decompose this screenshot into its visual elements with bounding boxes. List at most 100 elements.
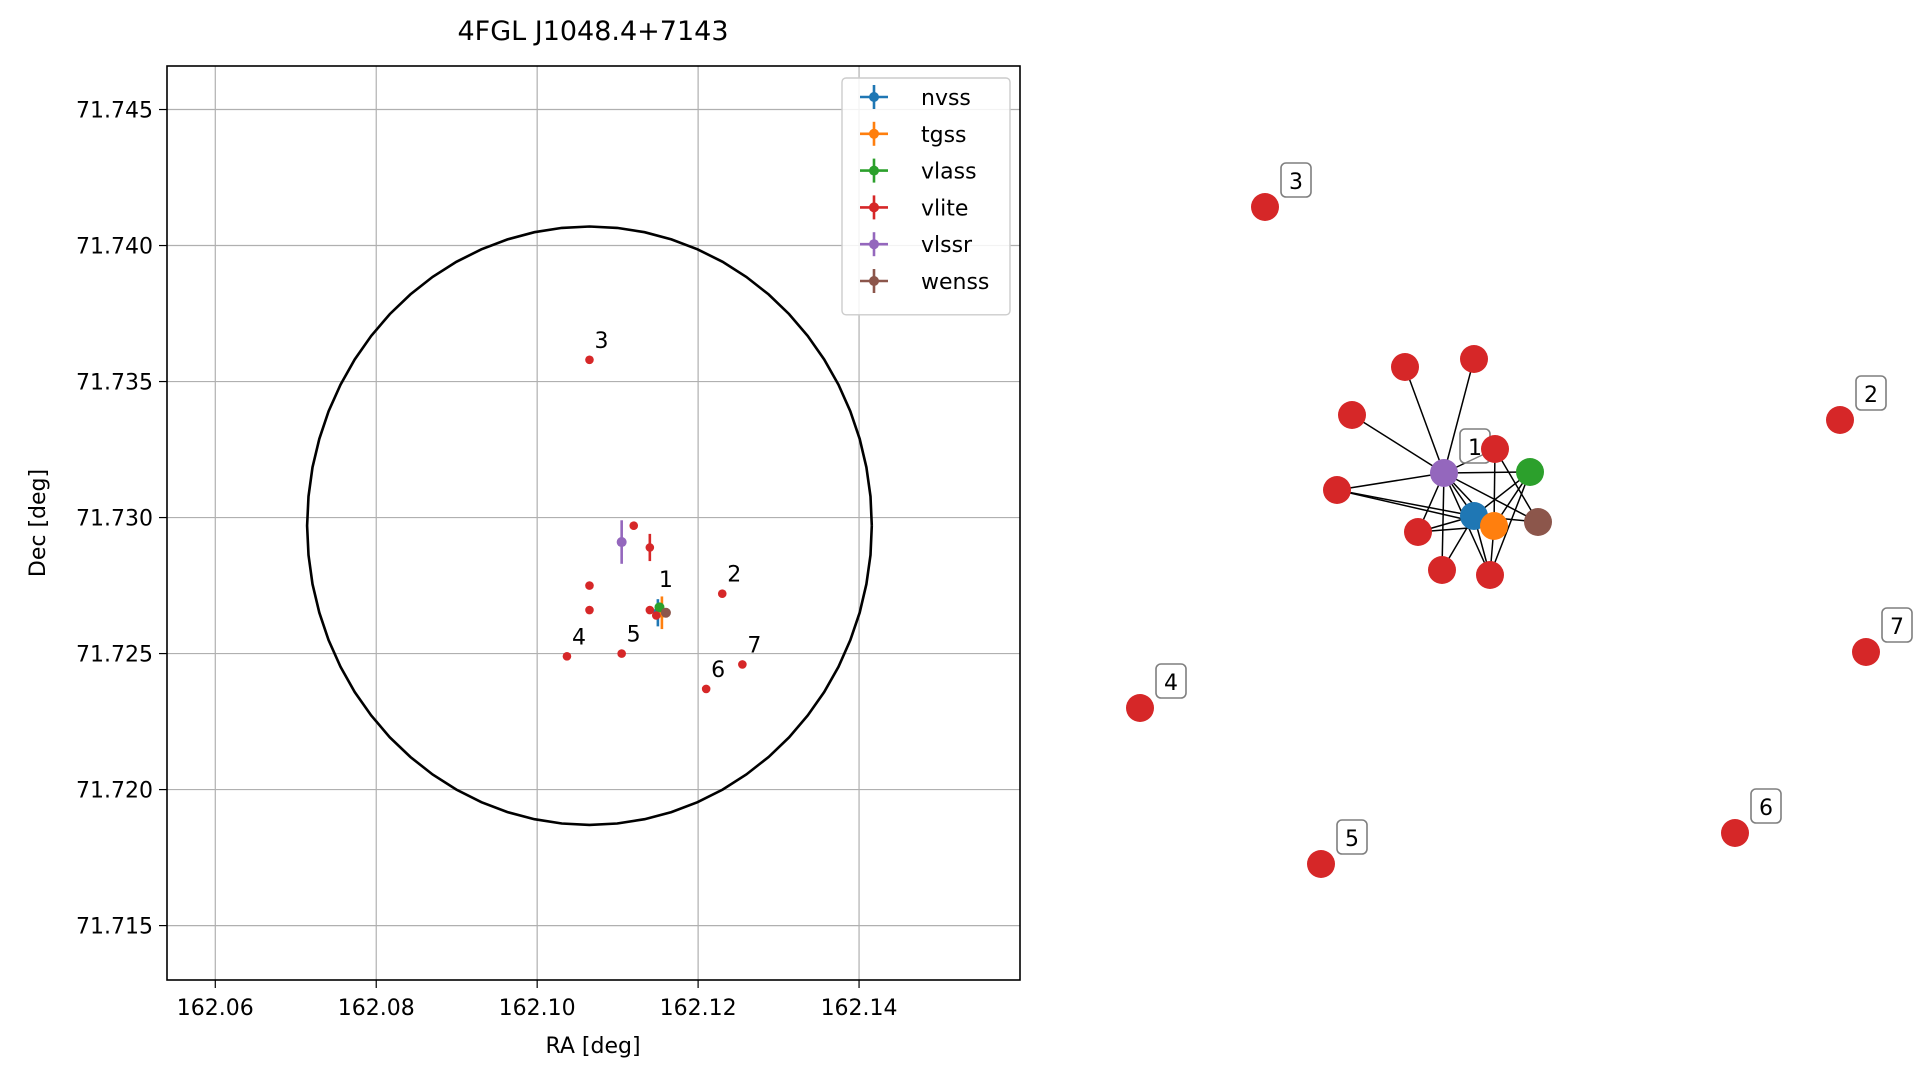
sky-scatter-plot: 4FGL J1048.4+7143 1 234 567 162.06 162.08 16… <box>26 16 1021 1059</box>
x-tick-label: 162.14 <box>821 996 898 1021</box>
x-tick-label: 162.06 <box>177 996 254 1021</box>
x-axis-label: RA [deg] <box>545 1034 640 1059</box>
node-label-box <box>1155 663 1187 699</box>
y-tick-label: 71.740 <box>76 235 153 260</box>
network-edge <box>1443 471 1531 474</box>
legend-marker <box>869 128 879 139</box>
network-node <box>1307 850 1335 878</box>
vlite-point <box>585 355 594 365</box>
legend-box <box>841 77 1011 316</box>
network-node <box>1460 345 1488 373</box>
y-tick-label: 71.730 <box>76 507 153 532</box>
legend-label: wenss <box>921 270 989 295</box>
vlite-point <box>617 649 626 658</box>
node-label-box <box>1881 607 1913 643</box>
network-node <box>1251 193 1279 221</box>
network-edge <box>1351 414 1445 474</box>
y-tick-label: 71.725 <box>76 643 153 668</box>
vlite-point <box>629 521 639 531</box>
x-tick-label: 162.12 <box>660 996 737 1021</box>
data-points <box>562 355 747 694</box>
node-label: 2 <box>1864 383 1878 408</box>
legend-marker <box>869 92 879 102</box>
legend-entry: nvss <box>860 85 971 111</box>
network-node <box>1852 638 1880 666</box>
point-label: 7 <box>747 633 761 658</box>
vlite-point <box>645 543 655 552</box>
network-node <box>1404 518 1432 546</box>
point-label: 5 <box>627 623 641 648</box>
network-node <box>1516 458 1544 486</box>
network-edge <box>1441 472 1445 571</box>
node-label: 6 <box>1759 796 1773 821</box>
network-node <box>1391 353 1419 381</box>
node-label: 4 <box>1164 671 1178 696</box>
network-edge <box>1336 489 1475 517</box>
legend-entry: vlass <box>860 158 977 185</box>
plot-frame <box>166 65 1021 981</box>
legend-entry: wenss <box>860 269 989 295</box>
y-axis-label: Dec [deg] <box>26 469 51 577</box>
node-label-box <box>1336 819 1368 855</box>
point-label: 4 <box>572 625 586 650</box>
legend-label: vlite <box>921 196 968 221</box>
network-edge <box>1489 471 1531 576</box>
vlite-point <box>701 684 711 694</box>
legend-marker <box>869 165 879 176</box>
network-node <box>1428 556 1456 584</box>
y-tick-label: 71.715 <box>76 915 153 940</box>
network-node <box>1430 459 1458 487</box>
legend-label: nvss <box>921 86 971 111</box>
point-label: 2 <box>727 563 741 588</box>
vlite-point <box>585 605 594 615</box>
x-tick-label: 162.10 <box>499 996 576 1021</box>
localization-circle <box>305 225 874 827</box>
legend-label: vlssr <box>921 233 973 258</box>
y-axis-ticks: 71.715 71.720 71.725 71.730 71.735 71.740 71.7… <box>76 99 167 940</box>
plot-title: 4FGL J1048.4+7143 <box>457 16 728 47</box>
point-label: 6 <box>711 658 725 683</box>
network-node <box>1323 476 1351 504</box>
vlite-point <box>645 605 655 615</box>
node-label: 7 <box>1890 615 1904 640</box>
node-label-box <box>1855 375 1887 411</box>
association-network: 1 2 3 4 5 6 7 <box>1126 162 1913 878</box>
network-node <box>1480 512 1508 540</box>
point-label: 3 <box>594 329 608 354</box>
legend-label: vlass <box>921 160 977 185</box>
vlite-point <box>738 660 747 669</box>
x-tick-label: 162.08 <box>338 996 415 1021</box>
network-node <box>1126 694 1154 722</box>
node-label: 1 <box>1468 436 1482 461</box>
y-tick-label: 71.720 <box>76 779 153 804</box>
node-label-box <box>1750 788 1782 824</box>
y-tick-label: 71.745 <box>76 99 153 124</box>
node-label: 5 <box>1345 827 1359 852</box>
legend: nvss tgss vlass vlite vlssr wenss <box>841 77 1011 316</box>
circle-layer <box>305 225 874 827</box>
legend-entry: vlite <box>860 195 968 221</box>
y-tick-label: 71.735 <box>76 371 153 396</box>
legend-entry: tgss <box>860 121 967 148</box>
vlite-point <box>651 611 661 620</box>
vlite-point <box>585 581 594 590</box>
network-node <box>1721 819 1749 847</box>
x-axis-ticks: 162.06 162.08 162.10 162.12 162.14 <box>177 980 898 1021</box>
network-edge <box>1443 358 1475 474</box>
legend-entry: vlssr <box>860 232 973 258</box>
network-node <box>1338 401 1366 429</box>
network-node <box>1826 406 1854 434</box>
wenss-point <box>660 607 671 618</box>
point-label: 1 <box>659 568 673 593</box>
network-nodes: 1 2 3 4 5 6 7 <box>1126 162 1913 878</box>
network-edge <box>1336 472 1445 491</box>
network-node <box>1481 435 1509 463</box>
network-edge <box>1494 448 1539 523</box>
network-edge <box>1443 472 1539 523</box>
node-label: 3 <box>1289 170 1303 195</box>
legend-label: tgss <box>921 123 967 148</box>
legend-marker <box>869 202 879 213</box>
legend-marker <box>869 239 879 250</box>
network-node <box>1524 508 1552 536</box>
